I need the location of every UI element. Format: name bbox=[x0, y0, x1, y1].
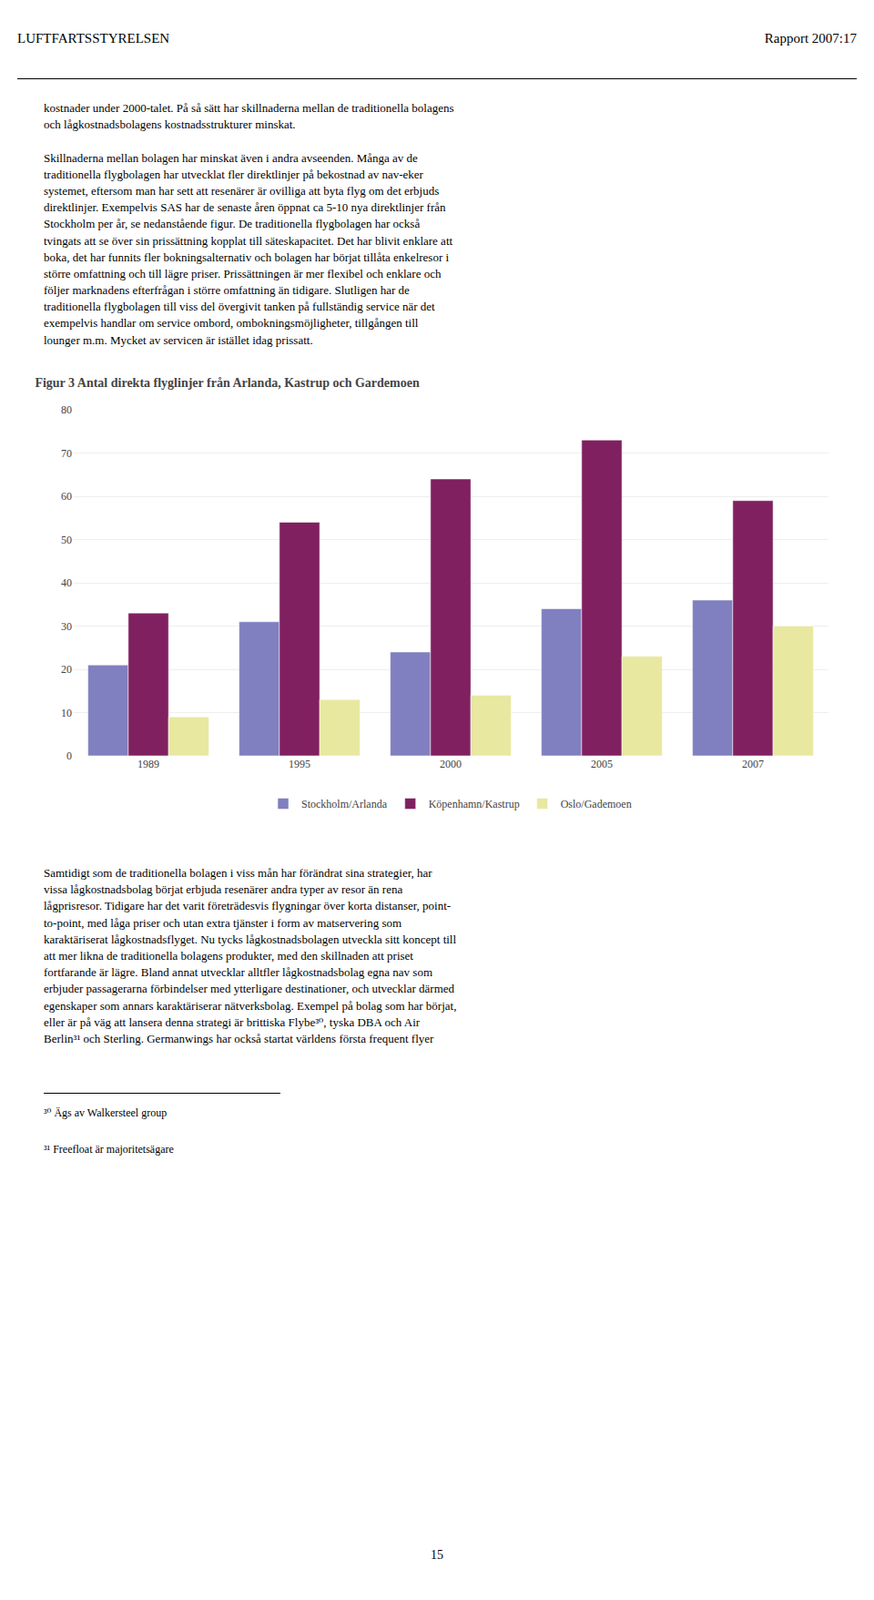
svg-text:Stockholm/Arlanda: Stockholm/Arlanda bbox=[301, 797, 388, 811]
svg-text:30: 30 bbox=[60, 619, 72, 633]
svg-text:2007: 2007 bbox=[741, 757, 764, 771]
svg-text:2000: 2000 bbox=[439, 757, 462, 771]
svg-text:20: 20 bbox=[60, 662, 72, 676]
svg-text:Figur 3 Antal direkta flyglinj: Figur 3 Antal direkta flyglinjer från Ar… bbox=[34, 376, 420, 390]
html-text:³⁰ Ägs av Walkersteel group: ³⁰ Ägs av Walkersteel group bbox=[43, 1106, 167, 1119]
html-text:Samtidigt som de traditionella: Samtidigt som de traditionella bolagen i… bbox=[43, 865, 457, 1046]
html-text:kostnader under 2000-talet. På: kostnader under 2000-talet. På så sätt h… bbox=[43, 101, 454, 347]
svg-text:1989: 1989 bbox=[137, 757, 160, 771]
svg-text:Oslo/Gademoen: Oslo/Gademoen bbox=[560, 797, 632, 811]
svg-text:2005: 2005 bbox=[590, 757, 613, 771]
svg-text:80: 80 bbox=[60, 403, 72, 417]
svg-text:70: 70 bbox=[60, 447, 72, 460]
svg-text:50: 50 bbox=[60, 533, 72, 547]
svg-text:60: 60 bbox=[60, 489, 72, 503]
svg-text:Köpenhamn/Kastrup: Köpenhamn/Kastrup bbox=[428, 797, 520, 811]
svg-text:0: 0 bbox=[66, 749, 72, 763]
svg-text:10: 10 bbox=[60, 706, 72, 720]
svg-text:1995: 1995 bbox=[288, 757, 311, 771]
html-text:Rapport 2007:17: Rapport 2007:17 bbox=[764, 30, 857, 46]
html-text:³¹ Freefloat är majoritetsägar: ³¹ Freefloat är majoritetsägare bbox=[43, 1142, 174, 1156]
html-text:LUFTFARTSSTYRELSEN: LUFTFARTSSTYRELSEN bbox=[17, 30, 170, 46]
html-text:15: 15 bbox=[430, 1547, 444, 1562]
svg-text:40: 40 bbox=[60, 576, 72, 590]
